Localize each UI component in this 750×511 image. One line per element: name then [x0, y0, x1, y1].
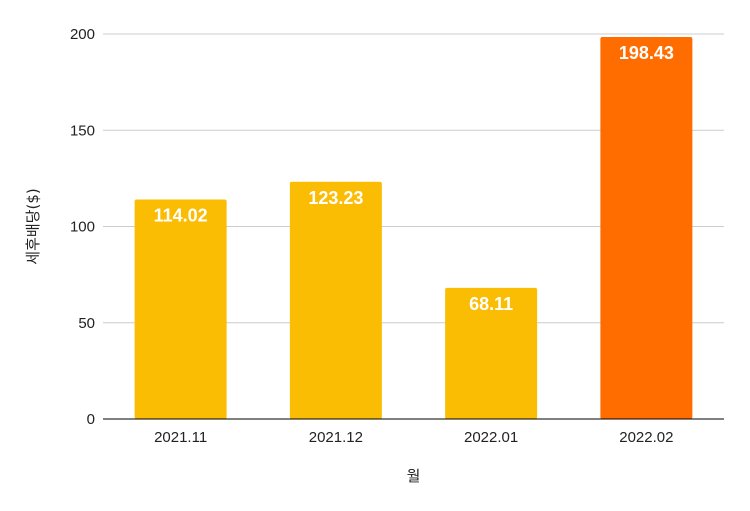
y-tick-label: 100	[70, 219, 95, 236]
y-tick-label: 150	[70, 122, 95, 139]
data-labels: 114.02 123.23 68.11 198.43	[154, 43, 674, 314]
bar-2021.12	[289, 181, 382, 419]
data-label: 123.23	[308, 188, 363, 208]
y-tick-label: 200	[70, 26, 95, 43]
x-tick-label: 2021.11	[154, 429, 207, 446]
x-tick-label: 2021.12	[309, 429, 363, 446]
x-axis-title: 월	[407, 467, 421, 485]
bar-2021.11	[134, 199, 227, 419]
x-axis-ticks: 2021.11 2021.12 2022.01 2022.02	[154, 429, 673, 446]
bars	[134, 37, 693, 420]
bar-2022.02	[600, 37, 693, 420]
x-tick-label: 2022.01	[464, 429, 518, 446]
data-label: 68.11	[469, 294, 513, 314]
y-axis-title: 세후배당($)	[24, 188, 42, 264]
y-tick-label: 50	[78, 315, 95, 332]
y-tick-label: 0	[87, 411, 95, 428]
y-axis-ticks: 0 50 100 150 200	[70, 26, 95, 428]
data-label: 114.02	[154, 206, 208, 226]
x-tick-label: 2022.02	[619, 429, 673, 446]
bar-2022.01	[445, 287, 538, 419]
data-label: 198.43	[619, 43, 674, 63]
